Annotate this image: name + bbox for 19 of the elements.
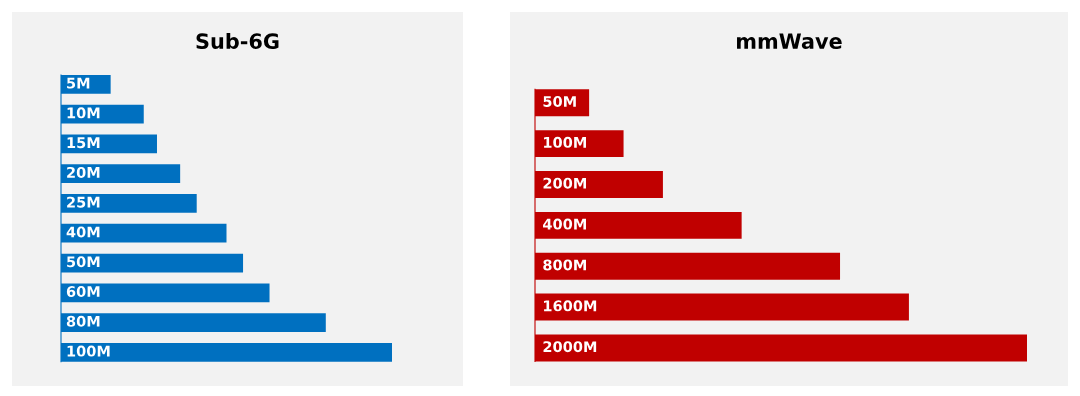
y-tick-label: 5M bbox=[67, 77, 90, 89]
y-tick-label: 10M bbox=[67, 107, 100, 119]
y-tick-label: 1600M bbox=[544, 300, 597, 312]
y-tick-label: 200M bbox=[543, 177, 586, 189]
y-tick-label: 2000M bbox=[543, 341, 597, 353]
y-tick-label: 800M bbox=[543, 259, 586, 271]
chart-title: Sub-6G bbox=[196, 32, 279, 50]
y-tick-label: 15M bbox=[67, 137, 100, 149]
y-tick-label: 400M bbox=[543, 218, 586, 230]
y-tick-label: 25M bbox=[67, 196, 100, 208]
y-tick-label: 40M bbox=[66, 226, 100, 238]
y-tick-label: 60M bbox=[66, 286, 100, 298]
y-tick-label: 50M bbox=[543, 95, 576, 107]
y-tick-label: 100M bbox=[67, 345, 110, 357]
chart-title: mmWave bbox=[737, 33, 842, 50]
y-tick-label: 80M bbox=[66, 315, 100, 327]
y-tick-label: 50M bbox=[67, 256, 100, 268]
y-tick-label: 20M bbox=[67, 166, 100, 178]
y-tick-label: 100M bbox=[544, 136, 586, 148]
